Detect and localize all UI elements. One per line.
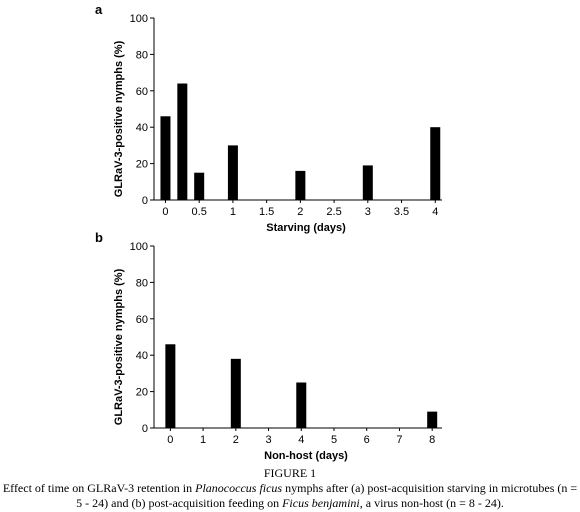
chart-a-x-tick-label-6: 3	[365, 206, 371, 218]
chart-b-y-tick-label-0: 0	[142, 423, 148, 435]
chart-a-bar-3	[227, 145, 238, 200]
caption-part-1: Planococcus ficus	[195, 481, 283, 495]
caption-part-4: , a virus non-host (n = 8 - 24).	[359, 496, 504, 510]
chart-a-x-tick-label-5: 2.5	[326, 206, 341, 218]
chart-b-y-tick-label-4: 80	[136, 277, 148, 289]
chart-b-x-tick-label-5: 5	[331, 434, 337, 446]
chart-b-x-tick-label-4: 4	[298, 434, 304, 446]
chart-a-x-tick-label-3: 1.5	[259, 206, 274, 218]
chart-b-x-tick-label-7: 7	[396, 434, 402, 446]
chart-b-x-tick-label-0: 0	[167, 434, 173, 446]
chart-a-x-tick-label-7: 3.5	[394, 206, 409, 218]
chart-b-y-axis-title: GLRaV-3-positive nymphs (%)	[113, 268, 125, 425]
caption-title: FIGURE 1	[263, 466, 317, 480]
chart-a-y-tick-label-3: 60	[136, 86, 148, 98]
chart-b-x-tick-label-2: 2	[233, 434, 239, 446]
figure-caption: FIGURE 1 Effect of time on GLRaV-3 reten…	[0, 466, 580, 511]
chart-b-bar-2	[296, 382, 307, 428]
chart-a-bar-5	[362, 165, 373, 200]
chart-b: 0 20 40 60 80 100 0 1 2 3 4 5 6 7 8 Non-host (days) GLRa…	[113, 241, 442, 462]
chart-b-x-tick-label-1: 1	[200, 434, 206, 446]
chart-a-x-axis-title: Starving (days)	[266, 222, 346, 234]
chart-b-x-tick-label-3: 3	[265, 434, 271, 446]
chart-a-x-tick-label-0: 0	[162, 206, 168, 218]
panel-b-letter: b	[95, 230, 103, 245]
chart-a-x-tick-label-2: 1	[230, 206, 236, 218]
chart-b-y-tick-label-3: 60	[136, 314, 148, 326]
chart-b-y-tick-label-5: 100	[130, 241, 148, 253]
caption-body: Effect of time on GLRaV-3 retention in P…	[0, 481, 580, 511]
chart-a-y-tick-label-5: 100	[130, 13, 148, 25]
chart-b-x-tick-label-6: 6	[364, 434, 370, 446]
chart-a-y-tick-label-0: 0	[142, 195, 148, 207]
chart-a-y-axis-title: GLRaV-3-positive nymphs (%)	[113, 40, 125, 197]
chart-a-x-tick-label-1: 0.5	[192, 206, 207, 218]
chart-a-bar-6	[430, 127, 441, 200]
chart-b-bar-1	[230, 358, 241, 428]
chart-a-y-tick-label-1: 20	[136, 159, 148, 171]
caption-part-3: Ficus benjamini	[282, 496, 360, 510]
chart-b-bar-0	[165, 344, 176, 428]
chart-a-bar-2	[194, 172, 205, 200]
chart-b-y-tick-label-2: 40	[136, 350, 148, 362]
chart-a-y-tick-label-4: 80	[136, 49, 148, 61]
panel-a-letter: a	[95, 2, 103, 17]
chart-b-x-axis-title: Non-host (days)	[264, 450, 348, 462]
chart-b-y-tick-label-1: 20	[136, 387, 148, 399]
chart-a-bar-1	[177, 83, 188, 200]
chart-a-x-tick-label-4: 2	[297, 206, 303, 218]
chart-a: 0 20 40 60 80 100 0 0.5 1 1.5 2 2.5 3 3.5 4 Starving (d…	[113, 13, 442, 234]
chart-a-bar-4	[295, 170, 306, 200]
chart-a-y-tick-label-2: 40	[136, 122, 148, 134]
chart-a-x-tick-label-8: 4	[432, 206, 438, 218]
chart-a-bar-0	[160, 116, 171, 200]
caption-part-0: Effect of time on GLRaV-3 retention in	[2, 481, 196, 495]
chart-b-x-tick-label-8: 8	[429, 434, 435, 446]
caption-part-2: nymphs after (a) post-acquisition starvi…	[76, 481, 578, 510]
chart-b-bar-3	[427, 411, 438, 428]
